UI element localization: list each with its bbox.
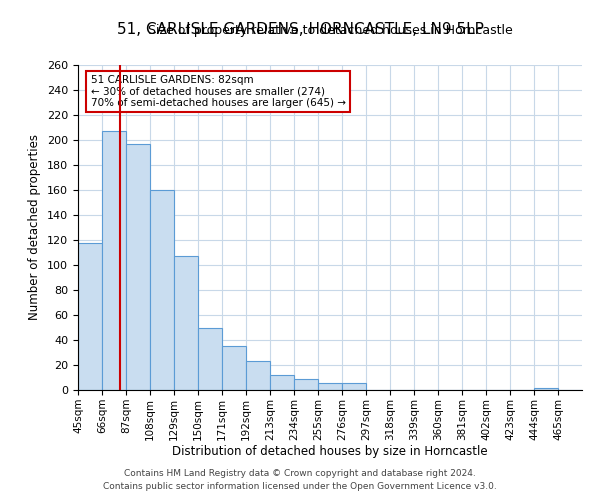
Text: 51 CARLISLE GARDENS: 82sqm
← 30% of detached houses are smaller (274)
70% of sem: 51 CARLISLE GARDENS: 82sqm ← 30% of deta… [91,74,346,108]
Title: Size of property relative to detached houses in Horncastle: Size of property relative to detached ho… [148,24,512,38]
Bar [102,131,126,390]
Bar [318,382,342,390]
Text: Contains public sector information licensed under the Open Government Licence v3: Contains public sector information licen… [103,482,497,491]
X-axis label: Distribution of detached houses by size in Horncastle: Distribution of detached houses by size … [172,446,488,458]
Bar [294,379,318,390]
Bar [222,346,246,390]
Bar [342,382,366,390]
Text: Contains HM Land Registry data © Crown copyright and database right 2024.: Contains HM Land Registry data © Crown c… [124,468,476,477]
Bar [174,256,198,390]
Y-axis label: Number of detached properties: Number of detached properties [28,134,41,320]
Bar [270,375,294,390]
Bar [246,361,270,390]
Bar [78,242,102,390]
Bar [126,144,150,390]
Bar [534,388,558,390]
Text: 51, CARLISLE GARDENS, HORNCASTLE, LN9 5LP: 51, CARLISLE GARDENS, HORNCASTLE, LN9 5L… [116,22,484,38]
Bar [150,190,174,390]
Bar [198,328,222,390]
